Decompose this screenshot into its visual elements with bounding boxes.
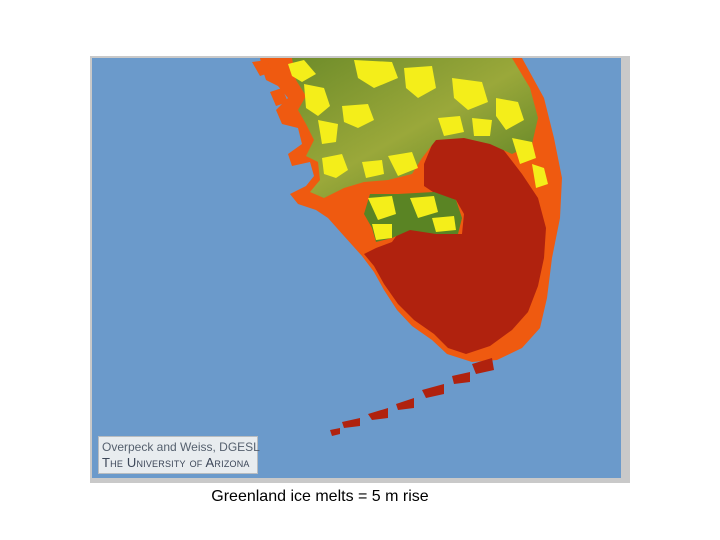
caption: Greenland ice melts = 5 m rise — [211, 488, 429, 505]
credit-university: The University of Arizona — [102, 455, 250, 470]
map-graphic — [92, 58, 621, 478]
florida-sea-level-map: Overpeck and Weiss, DGESL The University… — [92, 58, 621, 478]
credit-authors: Overpeck and Weiss, DGESL — [102, 440, 260, 454]
credit-box: Overpeck and Weiss, DGESL The University… — [98, 436, 260, 474]
nw-islands — [252, 60, 288, 106]
florida-keys — [330, 358, 494, 436]
deep-inundated-zone — [364, 136, 546, 354]
map-frame: Overpeck and Weiss, DGESL The University… — [90, 56, 630, 483]
vulnerable-zone — [288, 60, 548, 240]
